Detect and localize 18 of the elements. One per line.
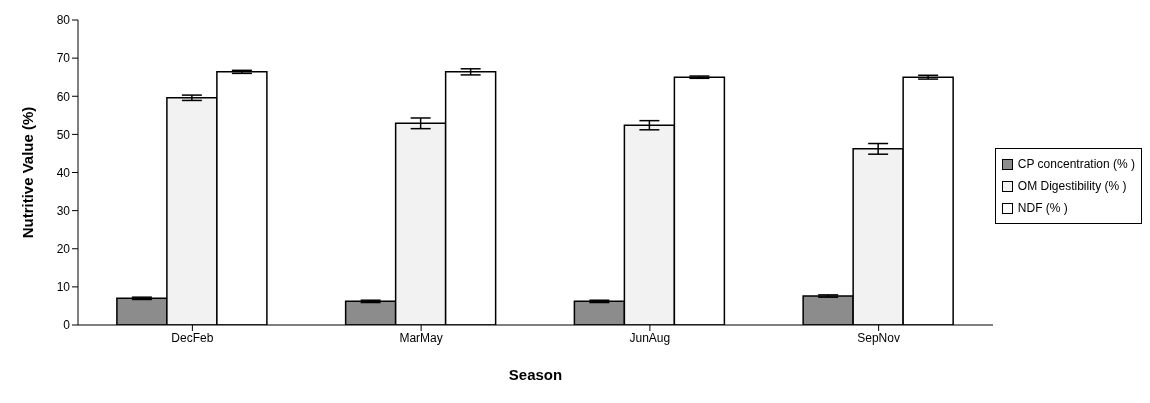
x-axis-title: Season xyxy=(508,366,563,383)
x-tick-label: SepNov xyxy=(857,330,900,345)
legend-label: NDF (% ) xyxy=(1017,200,1068,217)
x-tick-label: MarMay xyxy=(399,330,443,345)
legend-label: OM Digestibility (% ) xyxy=(1017,178,1127,195)
y-tick-label: 50 xyxy=(56,127,71,142)
x-tick-label: JunAug xyxy=(629,330,671,345)
y-tick-label: 40 xyxy=(56,165,71,180)
x-tick-label: DecFeb xyxy=(171,330,214,345)
y-tick-label: 20 xyxy=(56,242,71,257)
y-tick-label: 80 xyxy=(56,13,71,28)
y-tick-label: 70 xyxy=(56,51,71,66)
y-tick-label: 30 xyxy=(56,203,71,218)
y-tick-label: 10 xyxy=(56,280,71,295)
y-tick-label: 0 xyxy=(63,318,71,333)
y-tick-label: 60 xyxy=(56,89,71,104)
legend-label: CP concentration (% ) xyxy=(1017,156,1135,173)
y-axis-title: Nutritive Value (%) xyxy=(19,106,37,239)
